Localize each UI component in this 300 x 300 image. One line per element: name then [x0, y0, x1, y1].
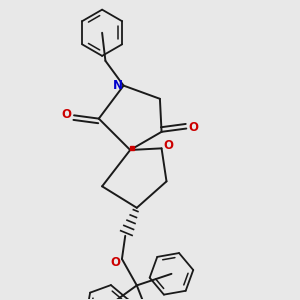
- Text: O: O: [62, 108, 72, 121]
- Text: N: N: [113, 79, 123, 92]
- Text: O: O: [110, 256, 120, 269]
- Text: O: O: [163, 139, 173, 152]
- Text: O: O: [189, 122, 199, 134]
